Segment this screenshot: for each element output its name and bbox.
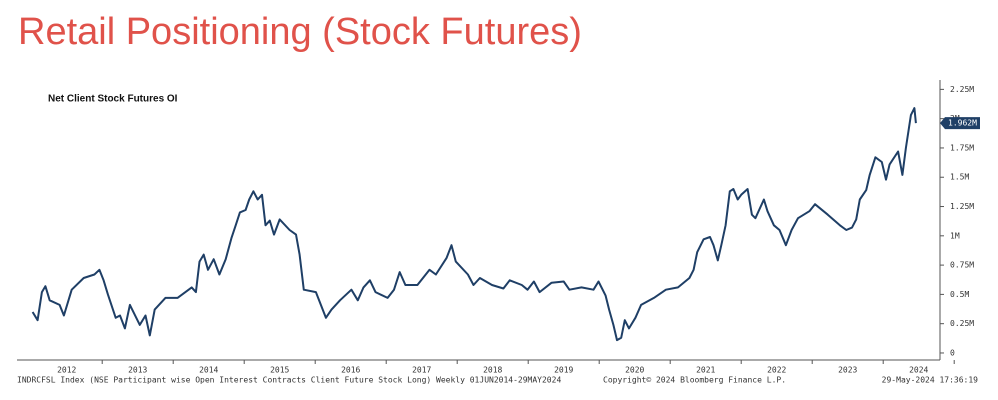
x-tick-label: 2018 — [483, 366, 502, 375]
x-tick-label: 2021 — [696, 366, 715, 375]
x-tick-label: 2014 — [199, 366, 218, 375]
x-tick-label: 2022 — [767, 366, 786, 375]
page-title: Retail Positioning (Stock Futures) — [18, 11, 582, 53]
x-tick-label: 2024 — [909, 366, 928, 375]
footer-right: 29-May-2024 17:36:19 — [882, 376, 979, 385]
y-tick-label: 1.25M — [950, 202, 974, 211]
x-tick-label: 2013 — [128, 366, 147, 375]
y-tick-label: 0.75M — [950, 261, 974, 270]
footer-center: Copyright© 2024 Bloomberg Finance L.P. — [603, 376, 786, 385]
chart-title: Net Client Stock Futures OI — [48, 94, 178, 105]
x-tick-label: 2020 — [625, 366, 644, 375]
x-tick-label: 2015 — [270, 366, 289, 375]
x-tick-label: 2017 — [412, 366, 431, 375]
y-tick-label: 0.5M — [950, 290, 969, 299]
line-series — [31, 107, 917, 342]
last-value-label: 1.962M — [948, 119, 977, 128]
x-tick-label: 2023 — [838, 366, 857, 375]
footer-left: INDRCFSL Index (NSE Participant wise Ope… — [17, 376, 561, 385]
y-tick-label: 0.25M — [950, 319, 974, 328]
x-tick-label: 2012 — [57, 366, 76, 375]
y-tick-label: 1M — [950, 231, 960, 240]
x-tick-label: 2016 — [341, 366, 360, 375]
y-tick-label: 1.5M — [950, 173, 969, 182]
y-tick-label: 2.25M — [950, 85, 974, 94]
y-tick-label: 1.75M — [950, 143, 974, 152]
last-value-tag — [940, 117, 980, 130]
y-tick-label: 0 — [950, 348, 955, 357]
x-tick-label: 2019 — [554, 366, 573, 375]
